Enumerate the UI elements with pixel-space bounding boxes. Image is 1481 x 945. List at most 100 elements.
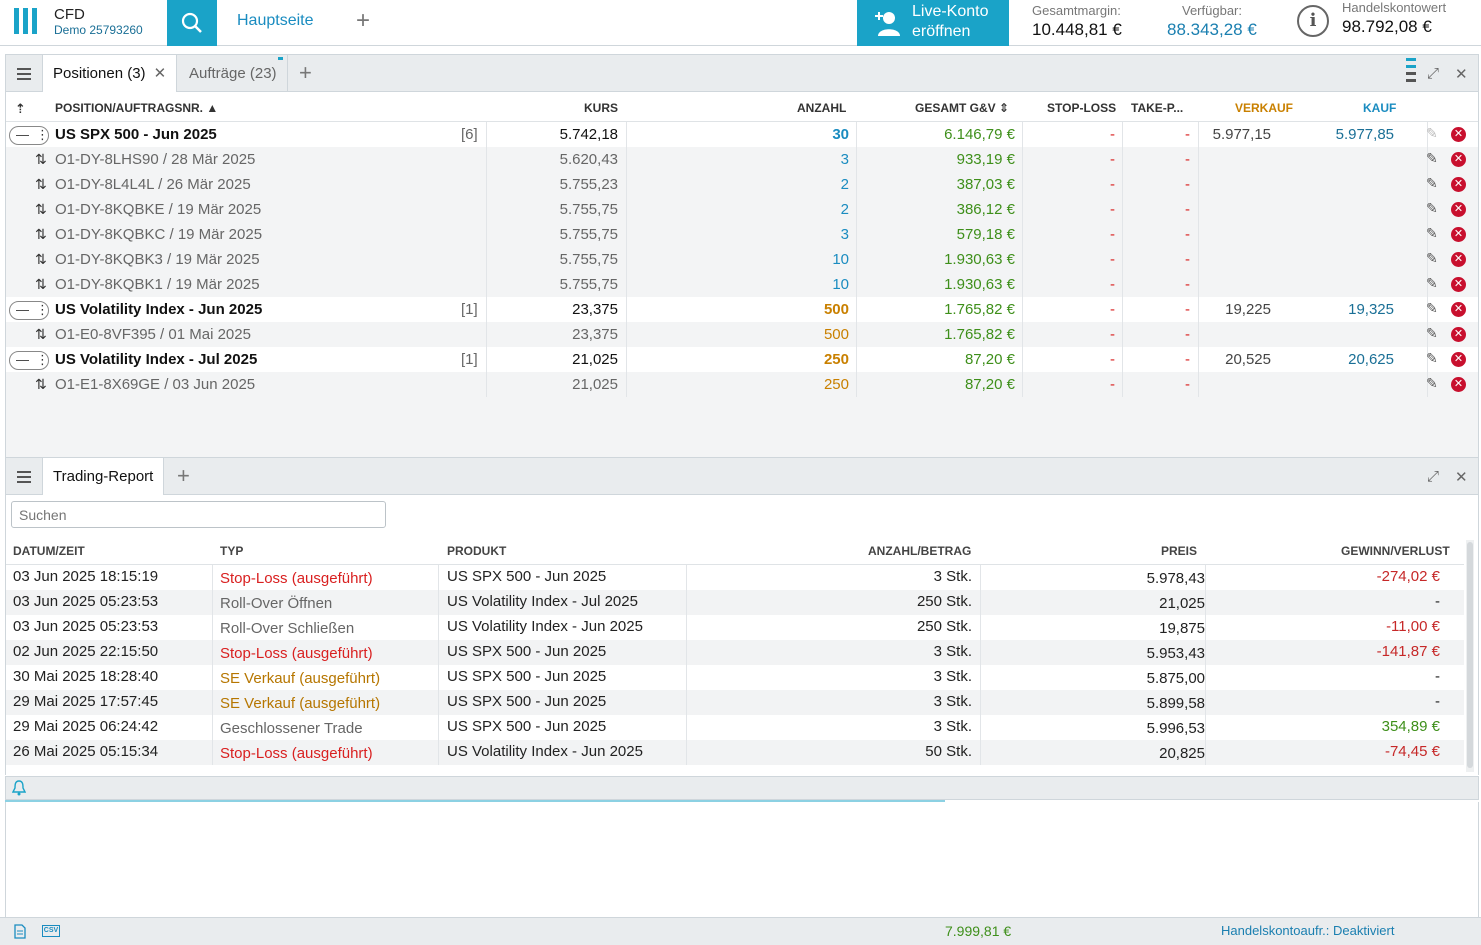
edit-icon[interactable]: ✎ [1426,325,1438,341]
col-datum[interactable]: DATUM/ZEIT [13,544,85,558]
info-icon[interactable]: i [1297,5,1329,37]
col-verkauf[interactable]: VERKAUF [1235,101,1294,115]
take-profit-value[interactable]: - [1185,151,1190,168]
take-profit-value[interactable]: - [1185,126,1190,143]
col-anzahl[interactable]: ANZAHL [797,101,847,115]
close-position-icon[interactable]: ✕ [1451,152,1466,167]
stop-loss-value[interactable]: - [1110,226,1115,243]
position-row[interactable]: ⇅ O1-E0-8VF395 / 01 Mai 2025 23,375 500 1.76… [6,322,1478,347]
tab-positions[interactable]: Positionen (3) ✕ [43,55,178,92]
report-row[interactable]: 03 Jun 2025 18:15:19 Stop-Loss (ausgeführ… [6,565,1464,590]
stop-loss-value[interactable]: - [1110,326,1115,343]
report-row[interactable]: 26 Mai 2025 05:15:34 Stop-Loss (ausgeführ… [6,740,1464,765]
col-take-profit[interactable]: TAKE-P... [1131,101,1184,115]
take-profit-value[interactable]: - [1185,251,1190,268]
col-kauf[interactable]: KAUF [1363,101,1397,115]
column-settings-icon[interactable] [1406,58,1416,88]
position-row[interactable]: — ⋮ US SPX 500 - Jun 2025 [6] 5.742,18 30 6.14… [6,122,1478,147]
stop-loss-value[interactable]: - [1110,201,1115,218]
close-panel-icon[interactable]: ✕ [1455,469,1468,486]
tab-home[interactable]: Hauptseite [237,12,314,29]
col-gv[interactable]: GESAMT G&V ⇕ [915,101,1010,115]
collapse-toggle[interactable]: — ⋮ [9,301,49,320]
position-row[interactable]: ⇅ O1-DY-8L4L4L / 26 Mär 2025 5.755,23 2 387,… [6,172,1478,197]
stop-loss-value[interactable]: - [1110,176,1115,193]
menu-icon[interactable] [6,55,43,92]
close-position-icon[interactable]: ✕ [1451,302,1466,317]
position-row[interactable]: ⇅ O1-DY-8KQBK1 / 19 Mär 2025 5.755,75 10 1.9… [6,272,1478,297]
kauf-price[interactable]: 5.977,85 [1335,126,1394,143]
scrollbar[interactable] [1466,540,1474,772]
stop-loss-value[interactable]: - [1110,351,1115,368]
position-row[interactable]: ⇅ O1-E1-8X69GE / 03 Jun 2025 21,025 250 87,2… [6,372,1478,397]
edit-icon[interactable]: ✎ [1426,175,1438,191]
position-row[interactable]: ⇅ O1-DY-8KQBKC / 19 Mär 2025 5.755,75 3 579,… [6,222,1478,247]
expand-icon[interactable]: ⤢ [1427,468,1440,485]
report-row[interactable]: 29 Mai 2025 06:24:42 Geschlossener Trade U… [6,715,1464,740]
report-row[interactable]: 03 Jun 2025 05:23:53 Roll-Over Öffnen US V… [6,590,1464,615]
verkauf-price[interactable]: 20,525 [1225,351,1271,368]
verkauf-price[interactable]: 5.977,15 [1212,126,1271,143]
tab-trading-report[interactable]: Trading-Report [43,458,165,495]
col-kurs[interactable]: KURS [584,101,619,115]
col-stop-loss[interactable]: STOP-LOSS [1047,101,1117,115]
close-position-icon[interactable]: ✕ [1451,177,1466,192]
take-profit-value[interactable]: - [1185,301,1190,318]
edit-icon[interactable]: ✎ [1426,300,1438,316]
take-profit-value[interactable]: - [1185,351,1190,368]
position-row[interactable]: — ⋮ US Volatility Index - Jul 2025 [1] 21,02… [6,347,1478,372]
position-row[interactable]: ⇅ O1-DY-8KQBK3 / 19 Mär 2025 5.755,75 10 1.9… [6,247,1478,272]
edit-icon[interactable]: ✎ [1426,225,1438,241]
take-profit-value[interactable]: - [1185,226,1190,243]
collapse-all-icon[interactable]: ⇡ [15,101,26,116]
menu-icon[interactable] [6,458,43,495]
bell-icon[interactable] [12,780,26,796]
close-icon[interactable]: ✕ [153,65,167,82]
kauf-price[interactable]: 20,625 [1348,351,1394,368]
report-row[interactable]: 29 Mai 2025 17:57:45 SE Verkauf (ausgefüh… [6,690,1464,715]
position-row[interactable]: ⇅ O1-DY-8KQBKE / 19 Mär 2025 5.755,75 2 386,… [6,197,1478,222]
add-tab-button[interactable]: + [177,463,190,488]
col-preis[interactable]: PREIS [1161,544,1198,558]
close-position-icon[interactable]: ✕ [1451,327,1466,342]
csv-export-icon[interactable]: CSV [42,925,60,937]
col-gewinn-verlust[interactable]: GEWINN/VERLUST [1341,544,1450,558]
stop-loss-value[interactable]: - [1110,251,1115,268]
col-anzahl-betrag[interactable]: ANZAHL/BETRAG [868,544,972,558]
report-row[interactable]: 03 Jun 2025 05:23:53 Roll-Over Schließen U… [6,615,1464,640]
report-row[interactable]: 30 Mai 2025 18:28:40 SE Verkauf (ausgefüh… [6,665,1464,690]
edit-icon[interactable]: ✎ [1426,350,1438,366]
col-typ[interactable]: TYP [220,544,244,558]
stop-loss-value[interactable]: - [1110,126,1115,143]
collapse-toggle[interactable]: — ⋮ [9,351,49,370]
close-position-icon[interactable]: ✕ [1451,127,1466,142]
take-profit-value[interactable]: - [1185,176,1190,193]
document-icon[interactable] [14,924,26,939]
close-position-icon[interactable]: ✕ [1451,377,1466,392]
kauf-price[interactable]: 19,325 [1348,301,1394,318]
verkauf-price[interactable]: 19,225 [1225,301,1271,318]
position-row[interactable]: — ⋮ US Volatility Index - Jun 2025 [1] 23,37… [6,297,1478,322]
position-row[interactable]: ⇅ O1-DY-8LHS90 / 28 Mär 2025 5.620,43 3 933,… [6,147,1478,172]
search-input[interactable] [11,501,386,528]
close-position-icon[interactable]: ✕ [1451,352,1466,367]
edit-icon[interactable]: ✎ [1426,375,1438,391]
collapse-toggle[interactable]: — ⋮ [9,126,49,145]
close-position-icon[interactable]: ✕ [1451,252,1466,267]
add-tab-button[interactable]: + [299,60,312,85]
stop-loss-value[interactable]: - [1110,301,1115,318]
close-position-icon[interactable]: ✕ [1451,202,1466,217]
report-row[interactable]: 02 Jun 2025 22:15:50 Stop-Loss (ausgeführ… [6,640,1464,665]
take-profit-value[interactable]: - [1185,376,1190,393]
edit-icon[interactable]: ✎ [1426,250,1438,266]
search-button[interactable] [167,0,217,46]
open-live-account-button[interactable]: Live-Konto eröffnen [857,0,1009,46]
edit-icon[interactable]: ✎ [1426,125,1438,141]
expand-icon[interactable]: ⤢ [1427,65,1440,82]
edit-icon[interactable]: ✎ [1426,275,1438,291]
take-profit-value[interactable]: - [1185,201,1190,218]
edit-icon[interactable]: ✎ [1426,200,1438,216]
add-tab-button[interactable]: + [356,7,371,34]
close-panel-icon[interactable]: ✕ [1455,66,1468,83]
close-position-icon[interactable]: ✕ [1451,277,1466,292]
